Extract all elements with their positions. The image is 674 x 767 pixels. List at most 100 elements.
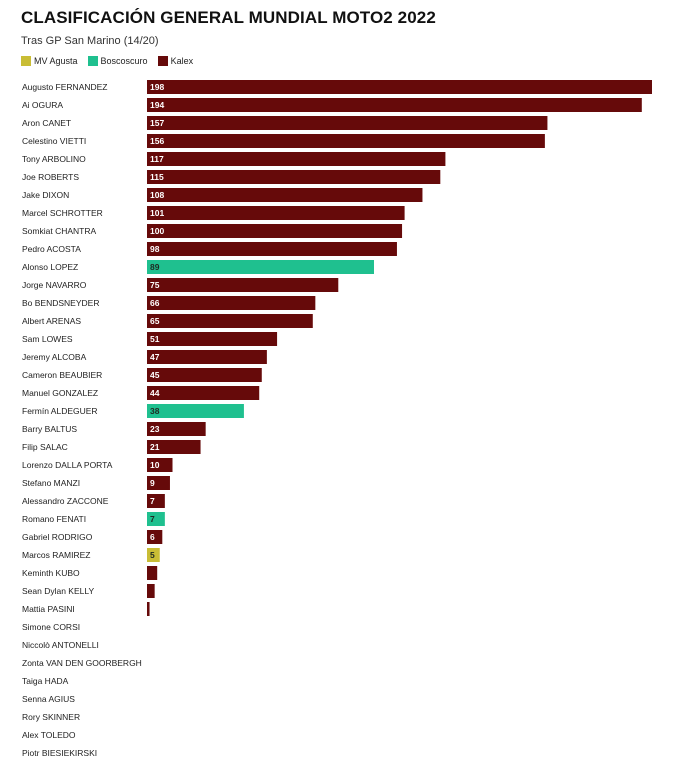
bar-manuel-gonzalez — [147, 386, 260, 400]
rider-label-romano-fenati: Romano FENATI — [22, 514, 86, 524]
value-label-bo-bendsneyder: 66 — [150, 298, 160, 308]
rider-label-aron-canet: Aron CANET — [22, 118, 71, 128]
value-label-jorge-navarro: 75 — [150, 280, 160, 290]
rider-label-alex-toledo: Alex TOLEDO — [22, 730, 76, 740]
value-label-alonso-lopez: 89 — [150, 262, 160, 272]
value-label-lorenzo-dalla-porta: 10 — [150, 460, 160, 470]
rider-label-jorge-navarro: Jorge NAVARRO — [22, 280, 87, 290]
value-label-fermin-aldeguer: 38 — [150, 406, 160, 416]
value-label-joe-roberts: 115 — [150, 172, 164, 182]
bar-barry-baltus — [147, 422, 206, 436]
value-label-jeremy-alcoba: 47 — [150, 352, 160, 362]
bar-jorge-navarro — [147, 278, 339, 292]
legend-swatch-boscoscuro — [87, 56, 98, 66]
rider-label-barry-baltus: Barry BALTUS — [22, 424, 77, 434]
legend-item-kalex: Kalex — [157, 56, 194, 66]
rider-label-gabriel-rodrigo: Gabriel RODRIGO — [22, 532, 93, 542]
rider-label-tony-arbolino: Tony ARBOLINO — [22, 154, 86, 164]
rider-label-stefano-manzi: Stefano MANZI — [22, 478, 80, 488]
value-label-augusto-fernandez: 198 — [150, 82, 164, 92]
rider-label-taiga-hada: Taiga HADA — [22, 676, 69, 686]
rider-label-niccolo-antonelli: Niccolò ANTONELLI — [22, 640, 99, 650]
rider-label-filip-salac: Filip SALAC — [22, 442, 68, 452]
bar-sean-dylan-kelly — [147, 584, 155, 598]
value-label-filip-salac: 21 — [150, 442, 160, 452]
bar-joe-roberts — [147, 170, 441, 184]
bar-marcel-schrotter — [147, 206, 405, 220]
bar-mattia-pasini — [147, 602, 150, 616]
value-label-ai-ogura: 194 — [150, 100, 164, 110]
value-label-gabriel-rodrigo: 6 — [150, 532, 155, 542]
legend-item-mv-agusta: MV Agusta — [21, 56, 78, 66]
value-label-sam-lowes: 51 — [150, 334, 160, 344]
rider-label-celestino-vietti: Celestino VIETTI — [22, 136, 86, 146]
legend-label-mv-agusta: MV Agusta — [34, 56, 78, 66]
bar-aron-canet — [147, 116, 548, 130]
chart-subtitle: Tras GP San Marino (14/20) — [21, 35, 159, 47]
bar-stefano-manzi — [147, 476, 170, 490]
value-label-manuel-gonzalez: 44 — [150, 388, 160, 398]
bar-cameron-beaubier — [147, 368, 262, 382]
rider-label-jeremy-alcoba: Jeremy ALCOBA — [22, 352, 87, 362]
value-label-pedro-acosta: 98 — [150, 244, 160, 254]
rider-label-marcos-ramirez: Marcos RAMIREZ — [22, 550, 90, 560]
legend: MV Agusta Boscoscuro Kalex — [21, 56, 193, 66]
value-label-tony-arbolino: 117 — [150, 154, 164, 164]
rider-label-jake-dixon: Jake DIXON — [22, 190, 69, 200]
bar-sam-lowes — [147, 332, 278, 346]
rider-label-somkiat-chantra: Somkiat CHANTRA — [22, 226, 96, 236]
bar-tony-arbolino — [147, 152, 446, 166]
bar-marcos-ramirez — [147, 548, 160, 562]
value-label-romano-fenati: 7 — [150, 514, 155, 524]
value-label-stefano-manzi: 9 — [150, 478, 155, 488]
rider-label-lorenzo-dalla-porta: Lorenzo DALLA PORTA — [22, 460, 113, 470]
value-label-marcos-ramirez: 5 — [150, 550, 155, 560]
value-label-celestino-vietti: 156 — [150, 136, 164, 146]
value-label-somkiat-chantra: 100 — [150, 226, 164, 236]
legend-label-kalex: Kalex — [170, 56, 194, 66]
bar-bo-bendsneyder — [147, 296, 316, 310]
rider-label-alonso-lopez: Alonso LOPEZ — [22, 262, 78, 272]
value-label-barry-baltus: 23 — [150, 424, 160, 434]
rider-label-senna-agius: Senna AGIUS — [22, 694, 75, 704]
bar-somkiat-chantra — [147, 224, 403, 238]
bar-keminth-kubo — [147, 566, 158, 580]
value-label-cameron-beaubier: 45 — [150, 370, 160, 380]
chart-title: CLASIFICACIÓN GENERAL MUNDIAL MOTO2 2022 — [21, 8, 436, 27]
bar-ai-ogura — [147, 98, 642, 112]
rider-label-rory-skinner: Rory SKINNER — [22, 712, 80, 722]
rider-label-sean-dylan-kelly: Sean Dylan KELLY — [22, 586, 94, 596]
bar-albert-arenas — [147, 314, 313, 328]
legend-label-boscoscuro: Boscoscuro — [100, 56, 148, 66]
rider-label-fermin-aldeguer: Fermín ALDEGUER — [22, 406, 98, 416]
value-label-marcel-schrotter: 101 — [150, 208, 164, 218]
bar-pedro-acosta — [147, 242, 397, 256]
bar-lorenzo-dalla-porta — [147, 458, 173, 472]
rider-label-augusto-fernandez: Augusto FERNANDEZ — [22, 82, 108, 92]
rider-label-marcel-schrotter: Marcel SCHROTTER — [22, 208, 103, 218]
legend-item-boscoscuro: Boscoscuro — [87, 56, 148, 66]
rider-label-zonta-van-den-goorbergh: Zonta VAN DEN GOORBERGH — [22, 658, 142, 668]
bar-jake-dixon — [147, 188, 423, 202]
bar-filip-salac — [147, 440, 201, 454]
bar-gabriel-rodrigo — [147, 530, 163, 544]
rider-label-keminth-kubo: Keminth KUBO — [22, 568, 80, 578]
rider-label-pedro-acosta: Pedro ACOSTA — [22, 244, 81, 254]
rider-label-sam-lowes: Sam LOWES — [22, 334, 73, 344]
bar-fermin-aldeguer — [147, 404, 244, 418]
rider-label-ai-ogura: Ai OGURA — [22, 100, 63, 110]
bar-alessandro-zaccone — [147, 494, 165, 508]
rider-label-simone-corsi: Simone CORSI — [22, 622, 80, 632]
value-label-aron-canet: 157 — [150, 118, 164, 128]
bar-celestino-vietti — [147, 134, 545, 148]
bar-augusto-fernandez — [147, 80, 652, 94]
rider-label-bo-bendsneyder: Bo BENDSNEYDER — [22, 298, 99, 308]
value-label-albert-arenas: 65 — [150, 316, 160, 326]
value-label-alessandro-zaccone: 7 — [150, 496, 155, 506]
rider-label-joe-roberts: Joe ROBERTS — [22, 172, 79, 182]
rider-label-piotr-biesiekirski: Piotr BIESIEKIRSKI — [22, 748, 97, 758]
bar-jeremy-alcoba — [147, 350, 267, 364]
value-label-jake-dixon: 108 — [150, 190, 164, 200]
